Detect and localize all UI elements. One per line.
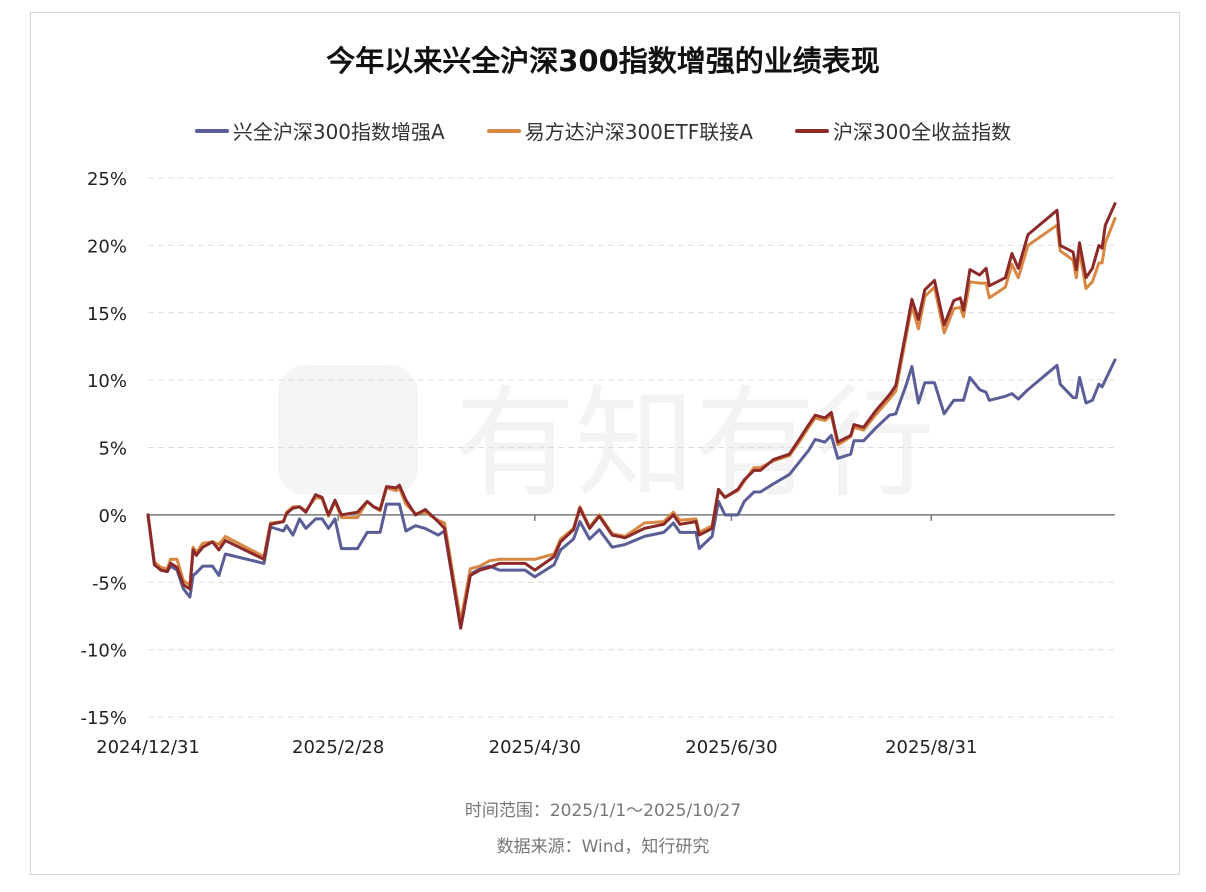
watermark-text: 有知有行 <box>455 375 935 514</box>
y-tick-label: 25% <box>87 169 127 190</box>
legend-item-efund: 易方达沪深300ETF联接A <box>486 116 753 145</box>
time-range-note: 时间范围：2025/1/1～2025/10/27 <box>464 801 742 821</box>
legend-item-csi300: 沪深300全收益指数 <box>794 116 1012 145</box>
data-source-note: 数据来源：Wind，知行研究 <box>496 837 710 857</box>
y-tick-label: 15% <box>87 304 127 325</box>
y-tick-label: -15% <box>80 708 127 729</box>
x-tick-label: 2025/2/28 <box>292 737 384 758</box>
y-tick-label: -10% <box>80 641 127 662</box>
y-tick-label: 10% <box>87 371 127 392</box>
series-line-0 <box>146 358 1117 630</box>
watermark: 有知有行 <box>278 365 935 514</box>
legend-label: 兴全沪深300指数增强A <box>232 120 445 144</box>
x-tick-label: 2025/6/30 <box>685 737 777 758</box>
y-tick-label: 0% <box>98 506 127 527</box>
chart-frame <box>30 12 1180 875</box>
x-tick-label: 2024/12/31 <box>96 737 200 758</box>
watermark-logo-icon <box>278 365 418 495</box>
y-tick-label: 5% <box>98 439 127 460</box>
legend-swatch <box>486 128 521 133</box>
y-tick-label: 20% <box>87 236 127 257</box>
legend-label: 易方达沪深300ETF联接A <box>524 120 753 144</box>
x-tick-label: 2025/4/30 <box>489 737 581 758</box>
legend-swatch <box>194 128 229 133</box>
legend-item-xingquan: 兴全沪深300指数增强A <box>194 116 445 145</box>
series-line-2 <box>146 202 1117 630</box>
y-tick-label: -5% <box>92 573 127 594</box>
chart-title: 今年以来兴全沪深300指数增强的业绩表现 <box>326 44 880 78</box>
x-tick-label: 2025/8/31 <box>885 737 977 758</box>
legend: 兴全沪深300指数增强A 易方达沪深300ETF联接A 沪深300全收益指数 <box>0 116 1206 145</box>
legend-swatch <box>794 128 829 133</box>
legend-label: 沪深300全收益指数 <box>832 120 1012 144</box>
